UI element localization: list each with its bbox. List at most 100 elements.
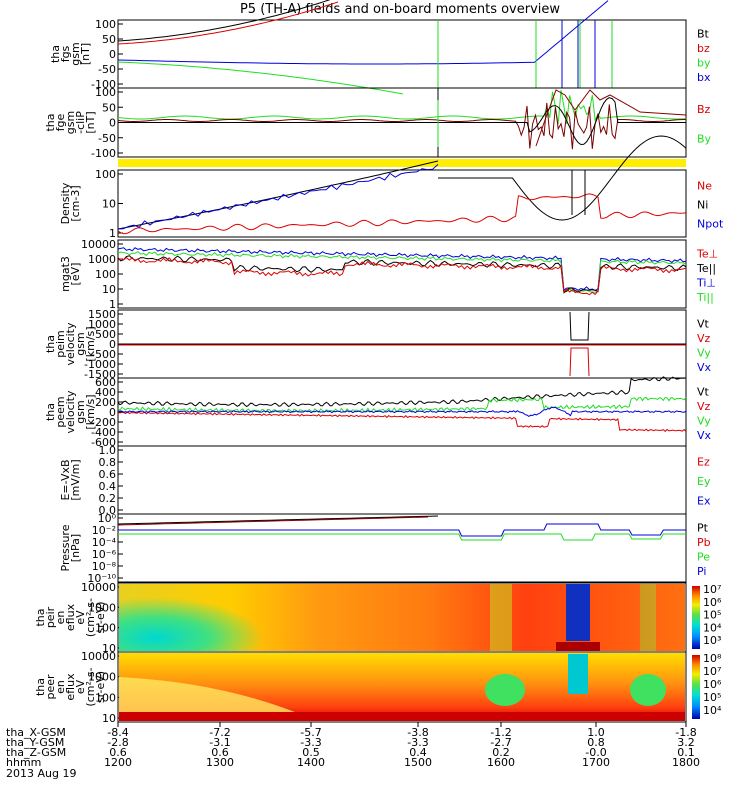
- legend-bx: bx: [697, 71, 711, 84]
- ytick-label: 10⁻⁸: [92, 560, 117, 573]
- ytick-label: 10: [102, 283, 116, 296]
- xaxis-value: -0.0: [585, 746, 606, 759]
- ylabel-line: tha: [49, 45, 62, 63]
- xaxis-value: 1200: [104, 756, 132, 769]
- ylabel-line: peim: [54, 330, 67, 358]
- ytick-label: 1000: [88, 671, 116, 684]
- xaxis-value: -8.4: [107, 726, 128, 739]
- ylabel-line: fge: [54, 113, 67, 131]
- legend-Bt: Bt: [697, 27, 710, 40]
- ylabel-line: eflux: [64, 603, 77, 631]
- ylabel-line: [nPa]: [69, 534, 82, 562]
- legend-Pb: Pb: [697, 536, 711, 549]
- ytick-label: 1000: [88, 318, 116, 331]
- series-By: [117, 90, 687, 125]
- ytick-label: 0: [109, 406, 116, 419]
- ytick-label: 10⁻⁶: [92, 548, 117, 561]
- spectrogram-electron-floor: [119, 712, 685, 721]
- ytick-label: 100: [95, 168, 116, 181]
- ytick-label: -200: [91, 416, 116, 429]
- ylabel-line: [nT]: [84, 111, 97, 133]
- colorbar-label: 10⁴: [703, 621, 722, 634]
- ylabel-line: eV: [74, 610, 87, 625]
- colorbar-label: 10⁴: [703, 704, 722, 717]
- ytick-label: 100: [95, 86, 116, 99]
- series-bz: [117, 1, 339, 45]
- legend-Ne: Ne: [697, 180, 712, 193]
- xaxis-value: -7.2: [209, 726, 230, 739]
- spectrogram-electron-blob: [485, 674, 525, 706]
- panel-peir: 10000 1000 100 10 thapeirenefluxeV(cm²-s-sr-…: [34, 581, 722, 655]
- series-Te-perp: [117, 256, 687, 296]
- series-Bz: [117, 102, 686, 150]
- colorbar-label: 10⁶: [703, 596, 722, 609]
- series-Vt: [117, 376, 687, 408]
- ylabel-line: fgs: [59, 45, 72, 62]
- panel-frame: [117, 513, 687, 583]
- ytick-label: 50: [102, 33, 116, 46]
- ytick-label: 600: [95, 376, 116, 389]
- colorbar: [692, 586, 700, 649]
- xaxis-value: 0.4: [409, 746, 427, 759]
- panel-density: 100 10 1 Density[cm-3] Ne Ni Npot: [59, 135, 724, 240]
- legend-Vx: Vx: [697, 429, 712, 442]
- ylabel-line: en: [54, 680, 67, 694]
- ytick-label: 1: [109, 298, 116, 311]
- ytick-label: 0.6: [99, 468, 117, 481]
- ylabel-line: E=-VxB: [59, 459, 72, 500]
- legend-Ez: Ez: [697, 456, 710, 469]
- xaxis-value: -3.3: [300, 736, 321, 749]
- panel-peer: 10000 1000 100 10 thapeerenefluxeV(cm²-s-sr-…: [34, 650, 722, 725]
- ylabel-line: [cm-3]: [69, 185, 82, 221]
- xaxis-value: -2.8: [107, 736, 128, 749]
- ytick-label: -50: [98, 132, 116, 145]
- legend-Npot: Npot: [697, 218, 724, 231]
- ylabel-line: tha: [44, 335, 57, 353]
- series-Te-par: [117, 255, 687, 294]
- colorbar-label: 10⁸: [703, 652, 722, 665]
- xaxis-value: 1400: [297, 756, 325, 769]
- spectrogram-electron-cavity: [568, 654, 588, 694]
- legend-Te||: Te||: [696, 262, 716, 275]
- ytick-label: 1.0: [99, 444, 117, 457]
- ytick-label: 400: [95, 386, 116, 399]
- ytick-label: 10: [102, 712, 116, 725]
- xaxis-row-label: hhmm: [6, 756, 41, 769]
- ytick-label: -100: [91, 78, 116, 91]
- spectrogram-ion-band2: [640, 584, 656, 651]
- xaxis-row-label: tha_X-GSM: [6, 726, 66, 739]
- legend-Pt: Pt: [697, 521, 709, 534]
- series-Ti-par: [117, 250, 687, 294]
- colorbar: [692, 655, 700, 719]
- series-Pt: [117, 515, 439, 525]
- colorbar-label: 10⁷: [703, 665, 721, 678]
- legend-Vt: Vt: [697, 385, 710, 398]
- ytick-label: 10000: [81, 581, 116, 594]
- series-Ti-perp: [117, 247, 687, 292]
- ytick-label: 100: [95, 18, 116, 31]
- spectrogram-electron-blob2: [630, 674, 666, 706]
- legend-Ey: Ey: [697, 475, 711, 488]
- ylabel-line: eflux: [64, 673, 77, 701]
- series-Vt-spike: [569, 311, 590, 341]
- legend-Vz: Vz: [697, 332, 711, 345]
- ytick-label: 500: [95, 328, 116, 341]
- legend-Vz: Vz: [697, 400, 711, 413]
- ytick-label: 100: [95, 691, 116, 704]
- ylabel-line: velocity: [64, 390, 77, 433]
- ylabel-line: tha: [44, 113, 57, 131]
- ytick-label: 10⁻²: [92, 524, 116, 537]
- xaxis-row-label: tha_Y-GSM: [6, 736, 64, 749]
- yellow-bar: [118, 159, 686, 167]
- figure-title: P5 (TH-A) fields and on-board moments ov…: [240, 2, 560, 17]
- colorbar-label: 10³: [703, 634, 721, 647]
- ytick-label: 1000: [88, 253, 116, 266]
- xaxis-value: -1.8: [675, 726, 696, 739]
- legend-Ni: Ni: [697, 199, 708, 212]
- ytick-label: 1000: [88, 601, 116, 614]
- xaxis-value: 0.5: [302, 746, 320, 759]
- ytick-label: -600: [91, 436, 116, 449]
- xaxis-value: -5.7: [300, 726, 321, 739]
